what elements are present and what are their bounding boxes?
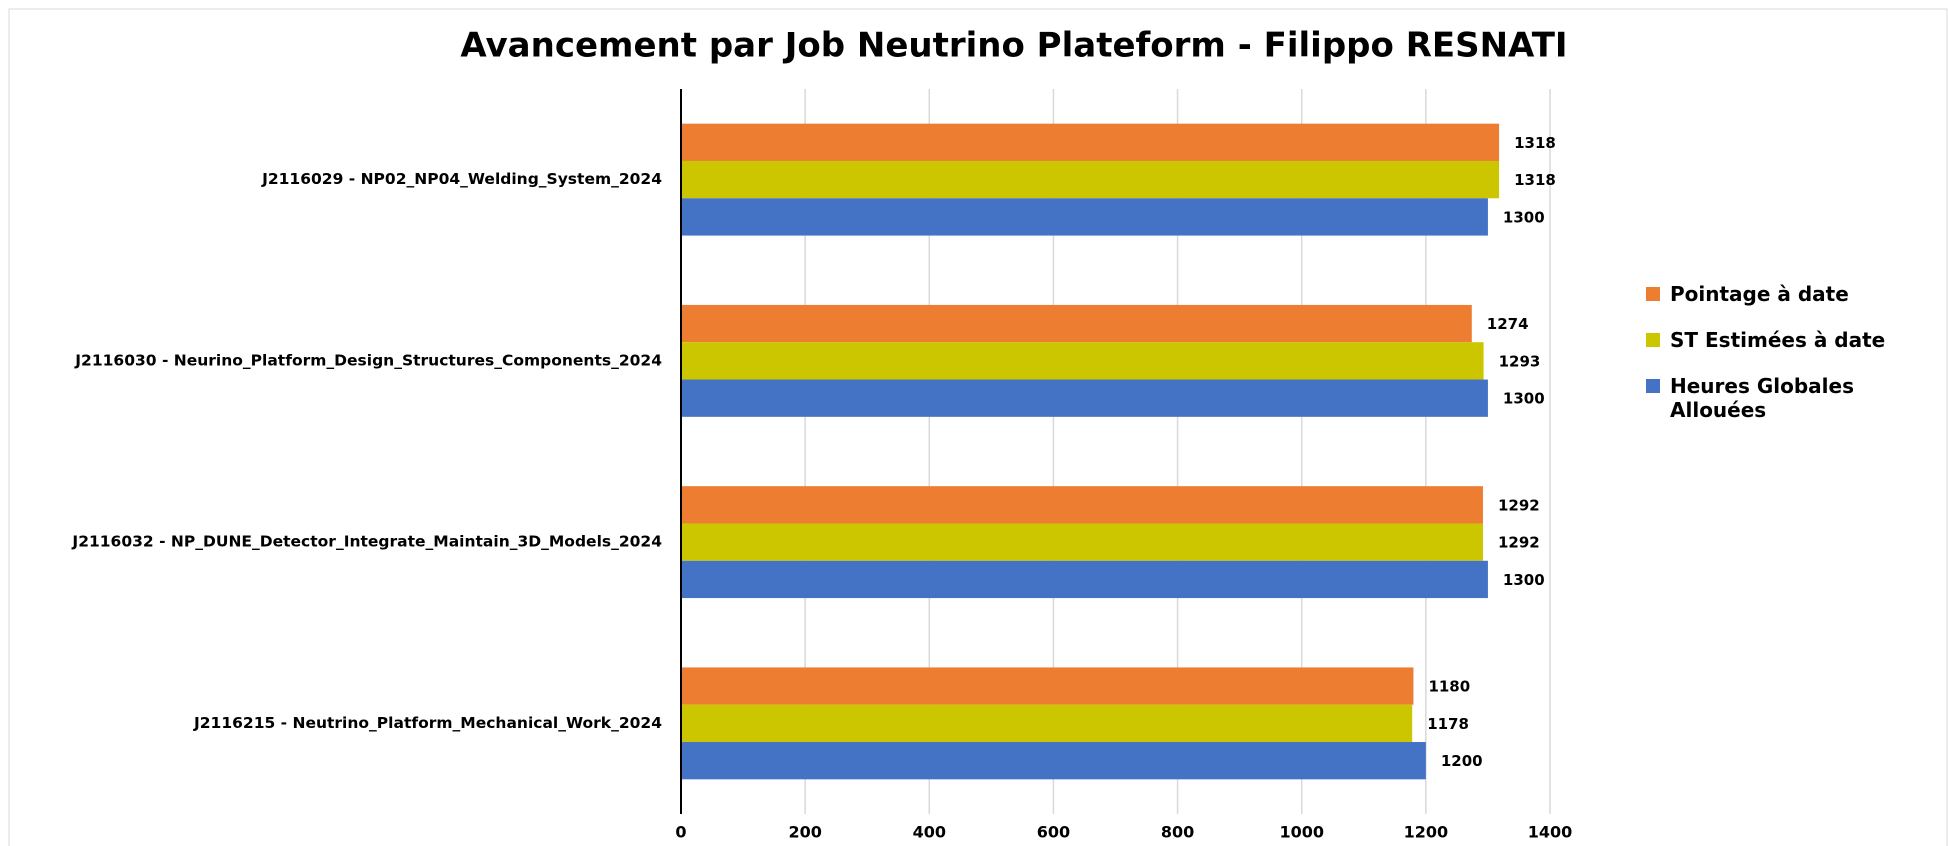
value-label: 1178: [1427, 715, 1469, 733]
bar: [681, 742, 1426, 780]
bar: [681, 160, 1500, 199]
x-tick-label: 0: [675, 823, 686, 842]
legend: Pointage à date ST Estimées à date Heures …: [1646, 282, 1906, 444]
value-label: 1292: [1498, 496, 1540, 514]
bar: [681, 667, 1414, 705]
y-tick-label: J2116215 - Neutrino_Platform_Mechanical_…: [193, 714, 662, 732]
bar: [681, 560, 1488, 599]
x-tick-label: 200: [788, 823, 821, 842]
bar: [681, 704, 1413, 743]
legend-swatch: [1646, 333, 1660, 347]
chart-frame: [8, 8, 1948, 846]
legend-item: Pointage à date: [1646, 282, 1906, 306]
x-tick-label: 600: [1037, 823, 1070, 842]
bar: [681, 523, 1483, 561]
bar: [681, 304, 1472, 343]
legend-label: ST Estimées à date: [1670, 328, 1886, 352]
y-tick-label: J2116030 - Neurino_Platform_Design_Struc…: [74, 351, 662, 369]
value-label: 1318: [1514, 171, 1556, 189]
chart-title: Avancement par Job Neutrino Plateform - …: [460, 26, 1567, 66]
legend-label: Heures Globales Allouées: [1670, 374, 1854, 422]
value-label: 1300: [1503, 208, 1545, 226]
value-label: 1180: [1428, 678, 1470, 696]
value-label: 1300: [1503, 571, 1545, 589]
x-tick-label: 800: [1161, 823, 1194, 842]
x-tick-label: 400: [913, 823, 946, 842]
x-tick-label: 1400: [1528, 823, 1573, 842]
value-label: 1200: [1441, 752, 1483, 770]
bar: [681, 379, 1488, 417]
bar: [681, 486, 1483, 524]
x-tick-label: 1000: [1279, 823, 1324, 842]
value-label: 1293: [1499, 352, 1541, 370]
value-label: 1292: [1498, 534, 1540, 552]
y-tick-label: J2116032 - NP_DUNE_Detector_Integrate_Ma…: [71, 533, 662, 551]
legend-swatch: [1646, 287, 1660, 301]
legend-label: Pointage à date: [1670, 282, 1849, 306]
value-label: 1318: [1514, 134, 1556, 152]
bar: [681, 198, 1488, 236]
legend-swatch: [1646, 379, 1660, 393]
value-label: 1300: [1503, 390, 1545, 408]
x-tick-label: 1200: [1404, 823, 1449, 842]
legend-item: Heures Globales Allouées: [1646, 374, 1906, 422]
value-label: 1274: [1487, 315, 1529, 333]
bar: [681, 342, 1484, 380]
legend-item: ST Estimées à date: [1646, 328, 1906, 352]
bar: [681, 123, 1500, 161]
y-tick-label: J2116029 - NP02_NP04_Welding_System_2024: [261, 170, 662, 188]
